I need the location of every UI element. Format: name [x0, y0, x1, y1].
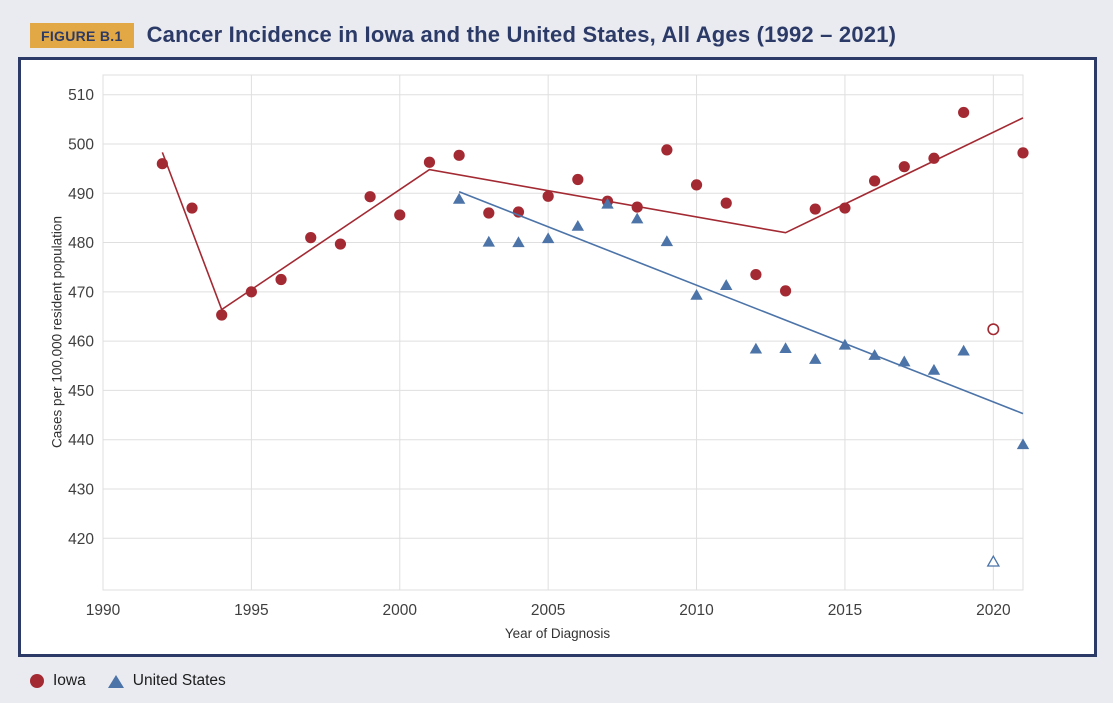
us-triangle-marker-icon — [107, 674, 124, 688]
iowa-data-point — [750, 268, 762, 281]
united-states-data-point — [838, 338, 852, 350]
united-states-data-point — [452, 192, 466, 204]
iowa-data-point — [216, 309, 228, 321]
united-states-data-point — [720, 279, 733, 290]
legend-item-united-states: United States — [107, 672, 226, 690]
y-tick-label: 470 — [68, 284, 94, 301]
figure-title: Cancer Incidence in Iowa and the United … — [146, 22, 897, 47]
united-states-data-point — [571, 220, 585, 231]
x-tick-label: 2020 — [976, 602, 1011, 619]
iowa-data-point — [275, 273, 287, 286]
legend-label-united-states: United States — [132, 672, 226, 689]
figure-header: FIGURE B.1 Cancer Incidence in Iowa and … — [30, 22, 896, 48]
iowa-circle-marker-icon — [30, 674, 44, 688]
iowa-data-point — [809, 203, 821, 215]
y-tick-label: 420 — [68, 531, 94, 548]
iowa-data-point — [720, 197, 732, 209]
y-tick-label: 500 — [68, 136, 94, 153]
x-axis-title: Year of Diagnosis — [504, 626, 611, 641]
legend-label-iowa: Iowa — [53, 672, 86, 689]
iowa-open-data-point — [987, 323, 1000, 336]
united-states-data-point — [630, 212, 644, 224]
iowa-data-point — [631, 201, 643, 213]
united-states-data-point — [898, 355, 911, 367]
united-states-data-point — [868, 349, 881, 360]
y-tick-label: 460 — [68, 334, 94, 351]
united-states-open-data-point — [986, 554, 1001, 567]
iowa-data-point — [839, 202, 851, 214]
iowa-data-point — [661, 144, 673, 156]
iowa-trend-line — [161, 117, 1024, 311]
iowa-data-point — [364, 191, 376, 203]
iowa-data-point — [542, 190, 554, 202]
united-states-data-point — [749, 342, 763, 354]
iowa-data-point — [958, 106, 970, 119]
iowa-data-point — [245, 286, 257, 298]
united-states-data-point — [541, 232, 555, 244]
x-tick-label: 2005 — [531, 602, 565, 619]
iowa-data-point — [156, 158, 168, 170]
united-states-data-point — [809, 353, 822, 364]
united-states-trend-line — [458, 191, 1024, 415]
united-states-data-point — [1016, 438, 1030, 450]
y-tick-label: 490 — [68, 186, 94, 203]
x-tick-label: 1990 — [86, 602, 121, 619]
united-states-data-point — [482, 235, 496, 247]
x-tick-label: 2000 — [383, 602, 418, 619]
united-states-data-point — [660, 235, 674, 247]
iowa-data-point — [572, 173, 584, 186]
y-tick-label: 480 — [68, 235, 94, 252]
united-states-data-point — [779, 342, 792, 354]
legend-item-iowa: Iowa — [30, 672, 86, 690]
legend: Iowa United States — [30, 672, 226, 690]
united-states-data-point — [690, 288, 703, 300]
iowa-data-point — [453, 149, 465, 161]
united-states-data-point — [601, 197, 614, 209]
iowa-data-point — [423, 156, 436, 168]
united-states-data-point — [927, 363, 941, 375]
iowa-data-point — [305, 232, 317, 244]
scatter-plot: 420 430 440 450 460 470 480 490 500 510 1990 1995 20… — [68, 74, 1030, 619]
united-states-data-point — [512, 236, 525, 248]
united-states-data-point — [957, 344, 970, 356]
iowa-data-point — [869, 175, 881, 187]
chart-container: 420 430 440 450 460 470 480 490 500 510 1990 1995 20… — [18, 57, 1097, 657]
iowa-data-point — [779, 285, 792, 297]
iowa-data-point — [898, 161, 910, 173]
iowa-data-point — [334, 238, 347, 250]
x-tick-label: 2010 — [679, 602, 714, 619]
figure-badge: FIGURE B.1 — [30, 22, 134, 48]
x-tick-label: 2015 — [828, 602, 862, 619]
y-tick-label: 450 — [68, 383, 94, 400]
y-tick-label: 440 — [68, 432, 94, 449]
iowa-data-point — [690, 179, 703, 191]
plot-frame — [102, 74, 1024, 591]
iowa-data-point — [394, 209, 406, 221]
y-tick-label: 430 — [68, 481, 94, 498]
iowa-data-point — [186, 202, 198, 214]
y-tick-label: 510 — [68, 87, 94, 104]
iowa-data-point — [483, 207, 495, 219]
iowa-data-point — [1017, 147, 1029, 159]
x-tick-label: 1995 — [234, 602, 268, 619]
y-axis-title: Cases per 100,000 resident population — [49, 216, 65, 448]
iowa-data-point — [928, 152, 940, 164]
